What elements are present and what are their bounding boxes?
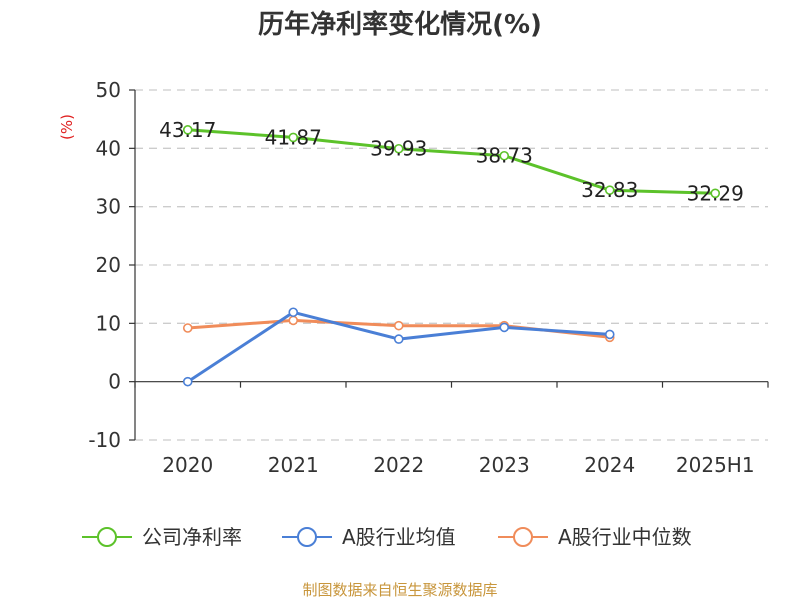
- y-tick-labels: -10 0 10 20 30 40 50: [88, 78, 121, 452]
- y-axis-label: (%): [58, 114, 76, 140]
- data-point-s0-2: [393, 143, 404, 154]
- x-tick-label: 2025H1: [676, 453, 755, 477]
- legend-marker-1: [297, 527, 317, 547]
- data-point-s2-2: [393, 320, 404, 331]
- axes: [129, 89, 769, 441]
- x-tick-labels: 2020 2021 2022 2023 2024 2025H1: [162, 453, 754, 477]
- series-line-0: [186, 128, 717, 195]
- x-tick-label: 2020: [162, 453, 213, 477]
- data-label: 39.93: [370, 137, 427, 161]
- y-tick-label: 40: [96, 136, 121, 160]
- y-tick-label: 0: [108, 370, 121, 394]
- legend-label-0: 公司净利率: [142, 525, 242, 549]
- data-label: 43.17: [159, 118, 216, 142]
- data-label: 41.87: [265, 125, 322, 149]
- data-point-s1-2: [393, 334, 404, 344]
- data-point-s2-1: [288, 315, 299, 326]
- legend-label-2: A股行业中位数: [558, 525, 692, 549]
- data-point-s0-3: [499, 150, 510, 161]
- data-point-s0-1: [288, 132, 299, 143]
- y-tick-label: 50: [96, 78, 121, 102]
- data-point-s0-5: [710, 188, 721, 199]
- data-labels: 43.17 41.87 39.93 38.73 32.83 32.29: [159, 118, 744, 205]
- x-tick-label: 2022: [373, 453, 424, 477]
- data-point-s1-4: [604, 329, 615, 340]
- source-note: 制图数据来自恒生聚源数据库: [302, 581, 497, 599]
- data-point-s1-3: [499, 322, 510, 333]
- data-point-s0-0: [182, 125, 193, 135]
- y-tick-label: 10: [96, 311, 121, 335]
- data-point-s2-0: [182, 323, 193, 333]
- y-tick-label: -10: [88, 428, 121, 452]
- data-point-s1-1: [288, 307, 299, 318]
- y-tick-label: 20: [96, 253, 121, 277]
- data-label: 38.73: [476, 144, 533, 168]
- legend: 公司净利率 A股行业均值 A股行业中位数: [82, 525, 692, 549]
- legend-label-1: A股行业均值: [342, 525, 456, 549]
- x-tick-label: 2024: [584, 453, 635, 477]
- legend-marker-0: [97, 527, 117, 547]
- data-point-s0-4: [604, 185, 615, 195]
- series-lines: [182, 125, 721, 387]
- data-label: 32.29: [687, 181, 744, 205]
- chart-title: 历年净利率变化情况(%): [258, 9, 542, 40]
- data-label: 32.83: [581, 178, 638, 202]
- x-tick-label: 2021: [268, 453, 319, 477]
- data-point-s1-0: [182, 376, 193, 387]
- x-tick-label: 2023: [479, 453, 530, 477]
- y-tick-label: 30: [96, 195, 121, 219]
- legend-marker-2: [513, 527, 533, 547]
